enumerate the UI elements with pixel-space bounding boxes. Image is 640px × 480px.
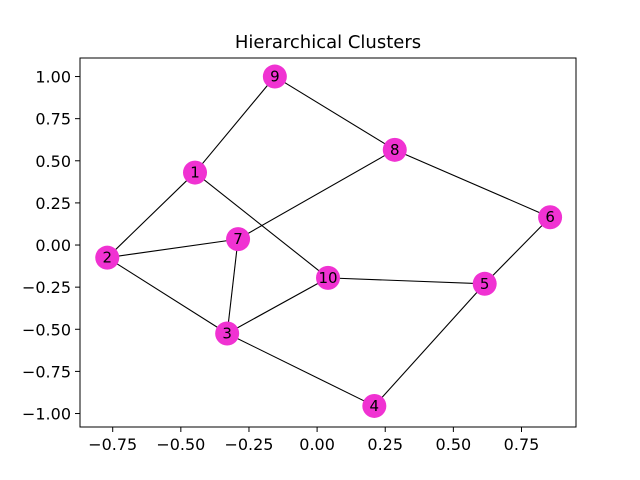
node-layer: 1 2 3 4 5 6 7 8 9 10 bbox=[95, 64, 563, 418]
graph-node bbox=[538, 205, 563, 230]
graph-edge bbox=[226, 239, 239, 334]
graph-edge bbox=[373, 283, 486, 407]
node-label: 10 bbox=[318, 269, 337, 287]
x-tick-label: 0.75 bbox=[504, 435, 540, 454]
plot-frame bbox=[79, 57, 577, 428]
x-tick-label: 0.25 bbox=[367, 435, 403, 454]
node-label: 4 bbox=[370, 397, 380, 415]
y-tick-label: 1.00 bbox=[35, 68, 71, 87]
graph-edge bbox=[106, 172, 196, 259]
y-tick-label: −0.50 bbox=[22, 320, 71, 339]
graph-edge bbox=[226, 332, 375, 407]
x-tick-label: 0.00 bbox=[299, 435, 335, 454]
x-tick-label: −0.50 bbox=[156, 435, 205, 454]
y-tick-label: −0.75 bbox=[22, 362, 71, 381]
y-tick-label: −1.00 bbox=[22, 405, 71, 424]
graph-node bbox=[183, 160, 208, 185]
chart-title: Hierarchical Clusters bbox=[235, 32, 421, 53]
x-axis: −0.75 −0.50 −0.25 0.00 0.25 0.50 0.75 bbox=[88, 427, 539, 454]
graph-node bbox=[362, 393, 387, 418]
y-tick-label: −0.25 bbox=[22, 278, 71, 297]
graph-node bbox=[215, 321, 240, 346]
y-tick-label: 0.75 bbox=[35, 110, 71, 129]
edge-layer bbox=[106, 76, 551, 407]
node-label: 7 bbox=[233, 230, 243, 248]
graph-node bbox=[226, 227, 251, 252]
graph-edge bbox=[394, 149, 551, 218]
graph-edge bbox=[484, 216, 551, 285]
x-tick-label: 0.50 bbox=[436, 435, 472, 454]
graph-edge bbox=[106, 257, 228, 334]
graph-edge bbox=[327, 277, 485, 285]
node-label: 9 bbox=[270, 68, 280, 86]
x-tick-label: −0.75 bbox=[88, 435, 137, 454]
graph-node bbox=[382, 137, 407, 162]
node-label: 8 bbox=[390, 141, 400, 159]
node-label: 3 bbox=[222, 324, 232, 342]
graph-edge bbox=[107, 238, 239, 259]
graph-node bbox=[316, 265, 340, 290]
graph-edge bbox=[274, 76, 396, 151]
graph-edge bbox=[194, 76, 276, 173]
y-tick-label: 0.50 bbox=[35, 152, 71, 171]
graph-edge bbox=[237, 149, 396, 240]
node-label: 1 bbox=[190, 164, 200, 182]
y-tick-label: 0.00 bbox=[35, 236, 71, 255]
graph-edge bbox=[226, 277, 329, 334]
y-axis: 1.00 0.75 0.50 0.25 0.00 −0.25 −0.50 −0.75 −1.00 bbox=[22, 68, 80, 424]
graph-node bbox=[95, 245, 120, 270]
graph-node bbox=[472, 271, 497, 296]
node-label: 2 bbox=[102, 249, 112, 267]
y-tick-label: 0.25 bbox=[35, 194, 71, 213]
node-label: 5 bbox=[480, 275, 490, 293]
node-label: 6 bbox=[545, 208, 555, 226]
graph-node bbox=[262, 64, 287, 89]
x-tick-label: −0.25 bbox=[224, 435, 273, 454]
